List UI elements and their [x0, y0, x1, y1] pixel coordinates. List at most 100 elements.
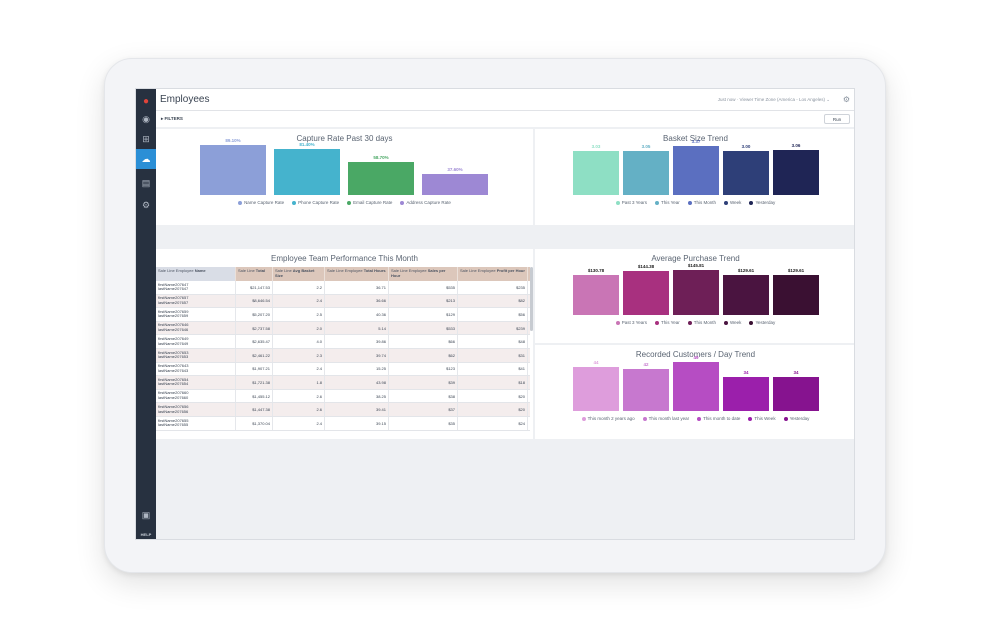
table-row[interactable]: firstName207646 lastName207646 $2,737.58 2.… — [156, 321, 530, 336]
legend-item[interactable]: Past 3 Years — [615, 200, 647, 205]
legend-item[interactable]: This Month — [687, 200, 716, 205]
chart-bar[interactable] — [773, 377, 819, 411]
customers-icon[interactable]: ☁ — [136, 149, 156, 169]
chart-bar[interactable] — [673, 270, 719, 315]
column-header-prefix: Sale Line Employee — [391, 268, 428, 273]
legend-item[interactable]: This Year — [654, 320, 680, 325]
employee-name-cell[interactable]: firstName207660 lastName207660 — [156, 389, 236, 403]
chart-bar[interactable] — [723, 151, 769, 195]
chart-bar[interactable] — [573, 274, 619, 315]
chart-bar[interactable] — [673, 145, 719, 195]
column-header[interactable]: Sale Line Employee Total Hours — [325, 267, 389, 281]
legend-item[interactable]: Past 3 Years — [615, 320, 647, 325]
basket-size-tile: Basket Size Trend 3.03 3.05 3.37 3.00 3.06 Pa… — [535, 129, 854, 225]
legend-item[interactable]: Week — [724, 200, 741, 205]
legend-item[interactable]: Address Capture Rate — [400, 200, 451, 205]
employee-name-cell[interactable]: firstName207646 lastName207646 — [156, 321, 236, 335]
column-header-name: Name — [194, 268, 206, 273]
table-row[interactable]: firstName207653 lastName207653 $2,461.22 2.… — [156, 348, 530, 363]
chart-bar[interactable] — [348, 162, 414, 195]
table-row[interactable]: firstName207643 lastName207643 $1,907.21 2.… — [156, 362, 530, 377]
table-row[interactable]: firstName207660 lastName207660 $1,455.12 2.… — [156, 389, 530, 404]
table-row[interactable]: firstName207657 lastName207657 $8,646.54 2.… — [156, 294, 530, 309]
cell-total: $1,455.12 — [236, 389, 273, 403]
column-header[interactable]: Sale Line Employee Sales per Hour — [389, 267, 458, 281]
chart-bar[interactable] — [623, 270, 669, 315]
employee-name-cell[interactable]: firstName207657 lastName207657 — [156, 294, 236, 308]
chart-bar[interactable] — [573, 150, 619, 195]
legend-item[interactable]: Yesterday — [749, 200, 775, 205]
chart-legend: Name Capture Rate Phone Capture Rate Email… — [156, 200, 533, 205]
table-row[interactable]: firstName207649 lastName207649 $2,635.47 4.… — [156, 335, 530, 349]
legend-item[interactable]: Email Capture Rate — [347, 200, 392, 205]
legend-item[interactable]: This month to date — [697, 416, 740, 421]
cell-profit: $18 — [458, 376, 528, 389]
cell-profit: $20 — [458, 389, 528, 403]
table-row[interactable]: firstName207655 lastName207655 $1,370.04 2.… — [156, 416, 530, 431]
table-row[interactable]: firstName207654 lastName207654 $1,721.38 1.… — [156, 376, 530, 390]
chart-value-label: 37.60% — [447, 166, 463, 172]
dashboard-settings-icon[interactable]: ⚙ — [842, 95, 850, 104]
employee-name-cell[interactable]: firstName207643 lastName207643 — [156, 362, 236, 376]
employee-name-cell[interactable]: firstName207656 lastName207656 — [156, 403, 236, 416]
employee-name-cell[interactable]: firstName207649 lastName207649 — [156, 335, 236, 348]
chart-bar[interactable] — [773, 150, 819, 195]
timezone-selector[interactable]: Just now · Viewer Time Zone (America - L… — [717, 97, 830, 102]
chart-bar[interactable] — [422, 173, 488, 195]
column-header[interactable]: Sale Line Total — [236, 267, 273, 281]
table-scrollbar[interactable] — [530, 267, 533, 331]
cell-hours: 39.74 — [325, 348, 389, 362]
cell-hours: 36.66 — [325, 294, 389, 308]
help-link[interactable]: HELP — [140, 532, 152, 537]
legend-item[interactable]: Phone Capture Rate — [292, 200, 339, 205]
cart-icon[interactable]: ⊞ — [142, 133, 150, 144]
chart-value-label: 3.05 — [641, 143, 651, 149]
chart-bar[interactable] — [623, 150, 669, 195]
cell-hours: 39.86 — [325, 335, 389, 348]
cell-sales: $38 — [389, 389, 458, 403]
cell-profit: $31 — [458, 348, 528, 362]
employee-table-tile: Employee Team Performance This Month Sal… — [156, 249, 533, 439]
cell-basket: 4.0 — [273, 335, 325, 348]
table-row[interactable]: firstName207659 lastName207659 $5,207.20 2.… — [156, 308, 530, 322]
legend-label: Email Capture Rate — [353, 200, 393, 205]
employee-name-cell[interactable]: firstName207655 lastName207655 — [156, 416, 236, 430]
table-row[interactable]: firstName207656 lastName207656 $1,447.38 2.… — [156, 403, 530, 417]
employee-name-cell[interactable]: firstName207647 lastName207647 — [156, 281, 236, 294]
legend-item[interactable]: This Year — [654, 200, 680, 205]
recorded-customers-title: Recorded Customers / Day Trend — [635, 350, 756, 359]
run-button[interactable]: Run — [824, 114, 850, 124]
legend-item[interactable]: This Month — [687, 320, 716, 325]
chart-bar[interactable] — [773, 275, 819, 315]
legend-item[interactable]: Yesterday — [783, 416, 809, 421]
column-header[interactable]: Sale Line Employee Name — [156, 267, 236, 281]
table-row[interactable]: firstName207647 lastName207647 $21,147.53 2… — [156, 281, 530, 295]
chart-bar[interactable] — [723, 275, 769, 315]
legend-item[interactable]: Name Capture Rate — [238, 200, 284, 205]
filters-toggle[interactable]: ▸ FILTERS — [161, 116, 183, 121]
employee-name-cell[interactable]: firstName207659 lastName207659 — [156, 308, 236, 321]
profile-icon[interactable]: ▣ — [141, 509, 151, 520]
column-header[interactable]: Sale Line Employee Profit per Hour — [458, 267, 528, 281]
home-icon[interactable]: ◉ — [142, 113, 150, 124]
legend-item[interactable]: Yesterday — [749, 320, 775, 325]
legend-dot-icon — [724, 320, 729, 325]
employee-name-cell[interactable]: firstName207653 lastName207653 — [156, 348, 236, 362]
cell-basket: 2.5 — [273, 308, 325, 321]
chart-bar[interactable] — [723, 377, 769, 411]
chart-bar[interactable] — [673, 362, 719, 411]
legend-item[interactable]: Week — [724, 320, 741, 325]
chart-bar[interactable] — [573, 367, 619, 411]
employee-name-cell[interactable]: firstName207654 lastName207654 — [156, 376, 236, 389]
chart-bar[interactable] — [200, 145, 266, 195]
reports-icon[interactable]: ▤ — [141, 177, 151, 188]
legend-item[interactable]: This Week — [748, 416, 776, 421]
chart-bar[interactable] — [623, 369, 669, 411]
cell-total: $2,461.22 — [236, 348, 273, 362]
legend-item[interactable]: This month 2 years ago — [581, 416, 635, 421]
column-header[interactable]: Sale Line Avg Basket Size — [273, 267, 325, 281]
settings-icon[interactable]: ⚙ — [141, 199, 151, 210]
chart-bar[interactable] — [274, 149, 340, 195]
table-header: Sale Line Employee Name Sale Line Total Sa… — [156, 267, 530, 281]
legend-item[interactable]: This month last year — [642, 416, 689, 421]
